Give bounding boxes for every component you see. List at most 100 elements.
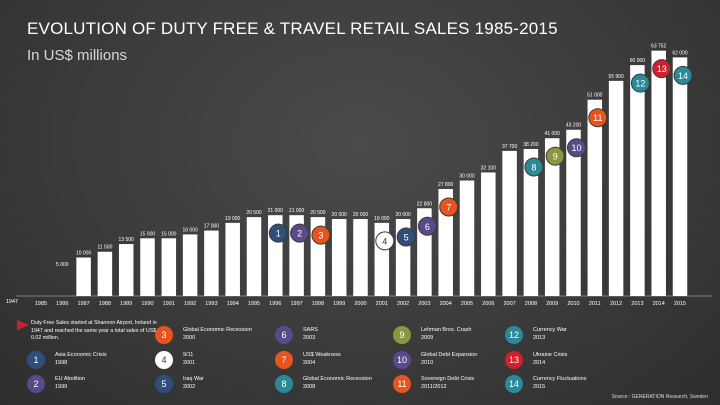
- value-label-2015: 62 000: [672, 50, 688, 56]
- bar-2014: [651, 50, 666, 296]
- legend-text-4: 9/11 2001: [183, 352, 196, 366]
- value-label-1993: 17 000: [204, 224, 220, 230]
- event-marker-2: [290, 223, 310, 243]
- legend-marker-3: 3: [155, 326, 173, 344]
- legend-item-11: 11 Sovereign Debt Crisis 2011/2012: [393, 372, 573, 400]
- value-label-1991: 15 000: [161, 231, 177, 237]
- event-marker-8: [524, 157, 544, 177]
- value-label-1988: 11 500: [97, 245, 112, 251]
- red-arrow-icon: [17, 320, 29, 330]
- legend-marker-5: 5: [155, 375, 173, 393]
- legend-item-8: 8 Global Economic Recession 2008: [275, 372, 455, 400]
- legend-marker-8: 8: [275, 375, 293, 393]
- bar-1990: [140, 238, 155, 296]
- x-tick-label-1997: 1997: [290, 301, 302, 307]
- x-tick-label-2000: 2000: [354, 301, 366, 307]
- chart-subtitle: In US$ millions: [27, 47, 128, 64]
- event-marker-10: [567, 138, 586, 158]
- x-tick-label-2014: 2014: [653, 301, 665, 307]
- value-label-2004: 27 800: [438, 182, 454, 188]
- x-tick-label-2007: 2007: [503, 301, 515, 307]
- bar-1989: [118, 244, 134, 296]
- legend-marker-1: 1: [27, 351, 45, 369]
- bar-2007: [502, 150, 517, 296]
- bar-1987: [76, 257, 91, 296]
- value-label-2010: 43 200: [566, 123, 582, 129]
- legend-marker-14: 14: [505, 375, 523, 393]
- x-tick-label-2008: 2008: [525, 301, 537, 307]
- x-tick-label-1998: 1998: [312, 301, 324, 307]
- x-tick-label-1986: 1986: [56, 301, 68, 307]
- x-tick-label-1993: 1993: [205, 301, 217, 307]
- legend-text-5: Iraq War 2002: [183, 376, 204, 390]
- bar-2012: [608, 80, 624, 297]
- value-label-1989: 13 500: [119, 237, 135, 243]
- event-marker-label-8: 8: [531, 162, 536, 172]
- value-label-1992: 16 000: [182, 227, 198, 233]
- legend-text-13: Ukraine Crisis 2014: [533, 352, 568, 366]
- value-label-2013: 60 000: [630, 58, 646, 64]
- value-label-1990: 15 000: [140, 231, 156, 237]
- legend-item-1: 1 Asia Economic Crisis 1998: [27, 348, 207, 376]
- event-marker-9: [545, 146, 565, 166]
- bar-2009: [544, 138, 560, 296]
- source-text: Source : GENERATION Research, Sweden: [611, 394, 708, 400]
- x-tick-label-1992: 1992: [184, 301, 196, 307]
- legend-marker-13: 13: [505, 351, 523, 369]
- event-marker-5: [396, 227, 416, 247]
- value-label-2001: 19 000: [374, 216, 390, 222]
- legend-marker-9: 9: [393, 326, 411, 344]
- legend-marker-12: 12: [505, 326, 523, 344]
- x-tick-label-2006: 2006: [482, 301, 494, 307]
- legend-item-7: 7 US$ Weakness 2004: [275, 348, 455, 376]
- legend-marker-7: 7: [275, 351, 293, 369]
- value-label-1996: 21 000: [268, 208, 284, 214]
- value-label-extra-1986: 5 000: [56, 262, 69, 268]
- legend-text-9: Lehman Bros. Crash 2009: [421, 327, 472, 341]
- legend-item-3: 3 Global Economic Recession 2000: [155, 323, 335, 351]
- legend-text-14: Currency Fluctuations 2015: [533, 376, 587, 390]
- x-tick-label-2002: 2002: [397, 301, 409, 307]
- value-label-2006: 32 100: [481, 165, 497, 171]
- event-marker-label-10: 10: [571, 143, 581, 153]
- value-label-1999: 20 000: [332, 212, 348, 218]
- event-marker-3: [311, 225, 331, 245]
- legend-marker-10: 10: [393, 351, 411, 369]
- bar-2000: [353, 219, 368, 296]
- value-label-2007: 37 700: [502, 144, 518, 150]
- bar-1988: [97, 251, 113, 296]
- value-label-1994: 19 000: [225, 216, 241, 222]
- bar-2008: [523, 148, 539, 296]
- event-marker-label-11: 11: [593, 113, 602, 123]
- event-marker-12: [630, 73, 650, 93]
- legend-item-2: 2 EU Abolition 1999: [27, 372, 207, 400]
- x-tick-label-1990: 1990: [141, 301, 153, 307]
- event-marker-label-14: 14: [678, 71, 688, 81]
- event-marker-label-6: 6: [425, 222, 430, 232]
- value-label-2002: 20 000: [395, 212, 411, 218]
- bar-2013: [630, 65, 645, 296]
- x-tick-label-2012: 2012: [610, 301, 622, 307]
- chart-title: EVOLUTION OF DUTY FREE & TRAVEL RETAIL S…: [27, 19, 558, 38]
- x-tick-label-1996: 1996: [269, 301, 281, 307]
- event-marker-label-13: 13: [657, 64, 667, 74]
- bar-2010: [566, 129, 581, 296]
- x-tick-label-2015: 2015: [674, 301, 686, 307]
- bar-1995: [246, 217, 262, 296]
- event-marker-label-1: 1: [276, 229, 281, 239]
- x-tick-label-1991: 1991: [163, 301, 175, 307]
- x-tick-label-2013: 2013: [631, 301, 643, 307]
- value-label-2009: 41 000: [545, 131, 561, 137]
- event-marker-label-3: 3: [318, 231, 323, 241]
- bar-1999: [331, 219, 347, 296]
- bar-1993: [204, 230, 219, 296]
- x-tick-label-1989: 1989: [120, 301, 132, 307]
- legend-marker-2: 2: [27, 375, 45, 393]
- bar-1994: [225, 222, 240, 296]
- x-tick-label-1995: 1995: [248, 301, 260, 307]
- legend-item-9: 9 Lehman Bros. Crash 2009: [393, 323, 573, 351]
- bar-1992: [182, 234, 198, 296]
- x-tick-label-1947: 1947: [6, 299, 18, 305]
